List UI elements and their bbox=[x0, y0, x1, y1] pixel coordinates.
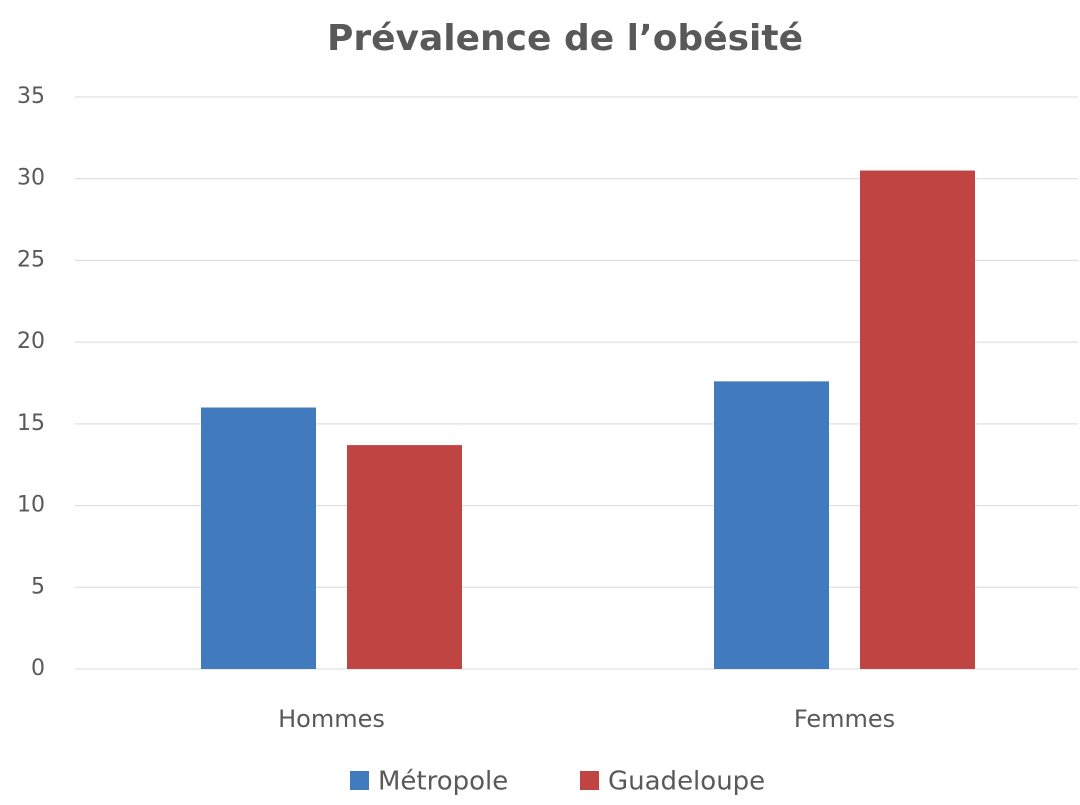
y-tick-label: 30 bbox=[17, 166, 45, 191]
y-tick-label: 25 bbox=[17, 247, 45, 272]
bar bbox=[201, 407, 316, 669]
legend-swatch bbox=[580, 771, 599, 790]
chart-title: Prévalence de l’obésité bbox=[327, 18, 803, 59]
y-tick-label: 20 bbox=[17, 329, 45, 354]
bar bbox=[860, 170, 975, 670]
x-tick-label: Femmes bbox=[794, 705, 895, 733]
y-tick-label: 15 bbox=[17, 411, 45, 436]
bar bbox=[347, 445, 462, 669]
bar bbox=[714, 381, 829, 669]
y-tick-label: 10 bbox=[17, 493, 45, 518]
y-tick-label: 0 bbox=[31, 656, 45, 681]
x-tick-label: Hommes bbox=[278, 705, 385, 733]
legend-label: Guadeloupe bbox=[608, 767, 765, 797]
legend-label: Métropole bbox=[378, 767, 508, 797]
legend-swatch bbox=[350, 771, 369, 790]
y-tick-label: 35 bbox=[17, 84, 45, 109]
y-tick-label: 5 bbox=[31, 574, 45, 599]
